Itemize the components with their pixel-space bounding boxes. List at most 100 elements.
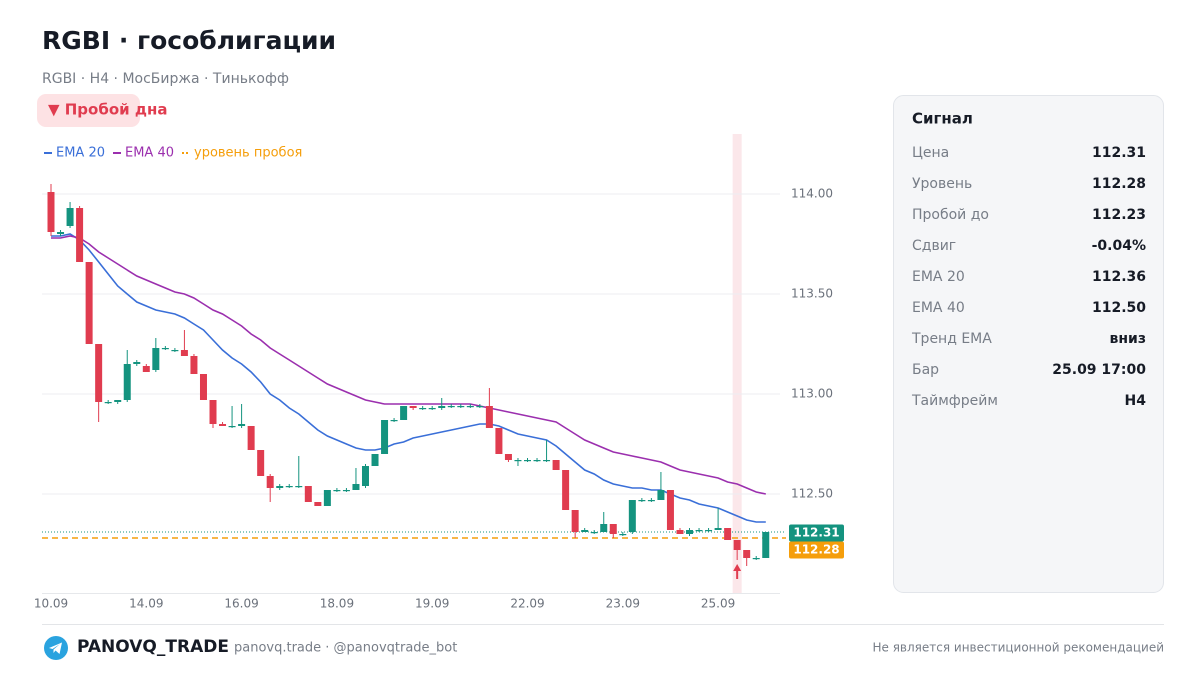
candle-body	[123, 364, 131, 400]
disclaimer: Не является инвестиционной рекомендацией	[872, 641, 1164, 655]
panel-label: Уровень	[912, 176, 972, 192]
candle-body	[152, 348, 160, 370]
panel-title: Сигнал	[912, 110, 973, 128]
x-tick-label: 16.09	[224, 597, 258, 611]
candle-body	[381, 420, 389, 454]
candle-body	[428, 408, 436, 410]
candle-body	[628, 500, 636, 532]
candle-body	[333, 490, 341, 492]
candle-body	[476, 406, 484, 408]
ema-line	[51, 233, 766, 523]
x-tick-label: 18.09	[320, 597, 354, 611]
panel-value: -0.04%	[1092, 238, 1146, 254]
price-tag-bg	[789, 541, 844, 559]
price-tag: 112.28	[793, 543, 839, 557]
candle-body	[562, 470, 570, 510]
candle-body	[495, 428, 503, 454]
price-tag-bg	[789, 524, 844, 542]
candle-body	[714, 528, 722, 530]
legend-label: EMA 40	[125, 146, 174, 161]
panel-label: EMA 40	[912, 300, 965, 316]
candle-body	[647, 500, 655, 502]
panel-label: EMA 20	[912, 269, 965, 285]
candle-body	[209, 400, 217, 424]
candle-body	[266, 476, 274, 488]
candle-body	[638, 500, 646, 502]
candle-body	[400, 406, 408, 420]
candle-body	[466, 406, 474, 408]
candle-body	[504, 454, 512, 460]
panel-label: Сдвиг	[912, 238, 956, 254]
candle-body	[114, 400, 122, 402]
candle-body	[666, 490, 674, 530]
candle-body	[438, 406, 446, 408]
x-tick-label: 14.09	[129, 597, 163, 611]
candle-body	[371, 454, 379, 466]
y-tick-label: 113.00	[791, 387, 833, 401]
candle-body	[743, 550, 751, 558]
candle-body	[342, 490, 350, 492]
panel-value: H4	[1125, 393, 1147, 409]
title: RGBI · гособлигации	[42, 26, 336, 55]
candle-body	[390, 420, 398, 422]
candle-body	[304, 486, 312, 502]
candle-body	[95, 344, 103, 402]
candle-body	[161, 348, 169, 350]
candle-body	[171, 350, 179, 352]
panel-value: 112.28	[1092, 176, 1146, 192]
breakout-arrow	[733, 564, 742, 579]
x-tick-label: 25.09	[701, 597, 735, 611]
candle-body	[47, 192, 55, 232]
panel-label: Цена	[912, 145, 949, 161]
panel-value: 112.50	[1092, 300, 1146, 316]
candle-body	[457, 406, 465, 408]
x-tick-label: 23.09	[606, 597, 640, 611]
subtitle: RGBI · H4 · МосБиржа · Тинькофф	[42, 71, 289, 87]
candle-body	[590, 532, 598, 534]
signal-panel	[893, 95, 1164, 593]
candle-body	[219, 424, 227, 426]
legend-label: EMA 20	[56, 146, 105, 161]
candle-body	[133, 362, 141, 364]
candle-body	[447, 406, 455, 408]
highlight-band	[732, 134, 742, 594]
candle-body	[57, 232, 65, 234]
candle-body	[276, 486, 284, 488]
candle-body	[419, 408, 427, 410]
candle-body	[180, 350, 188, 356]
candle-body	[247, 426, 255, 450]
candle-body	[600, 524, 608, 532]
panel-value: 112.31	[1092, 145, 1146, 161]
panel-label: Бар	[912, 362, 939, 378]
candle-body	[257, 450, 265, 476]
y-tick-label: 112.50	[791, 487, 833, 501]
y-tick-label: 113.50	[791, 287, 833, 301]
candle-body	[705, 530, 713, 532]
candle-body	[409, 406, 417, 408]
candle-body	[485, 406, 493, 428]
candle-body	[609, 524, 617, 534]
candle-body	[695, 530, 703, 532]
candle-body	[657, 490, 665, 500]
x-tick-label: 10.09	[34, 597, 68, 611]
candle-body	[85, 262, 93, 344]
candle-body	[514, 460, 522, 462]
x-tick-label: 22.09	[510, 597, 544, 611]
panel-value: 25.09 17:00	[1052, 362, 1146, 378]
candle-body	[285, 486, 293, 488]
candle-body	[199, 374, 207, 400]
candle-body	[619, 534, 627, 536]
candle-body	[581, 530, 589, 532]
candle-body	[361, 466, 369, 486]
badge-bg	[37, 94, 140, 127]
panel-value: 112.36	[1092, 269, 1146, 285]
panel-label: Пробой до	[912, 207, 989, 223]
candle-body	[686, 530, 694, 534]
candle-body	[571, 510, 579, 532]
panel-value: 112.23	[1092, 207, 1146, 223]
candle-body	[724, 528, 732, 540]
candle-body	[524, 460, 531, 462]
candle-body	[66, 208, 74, 226]
